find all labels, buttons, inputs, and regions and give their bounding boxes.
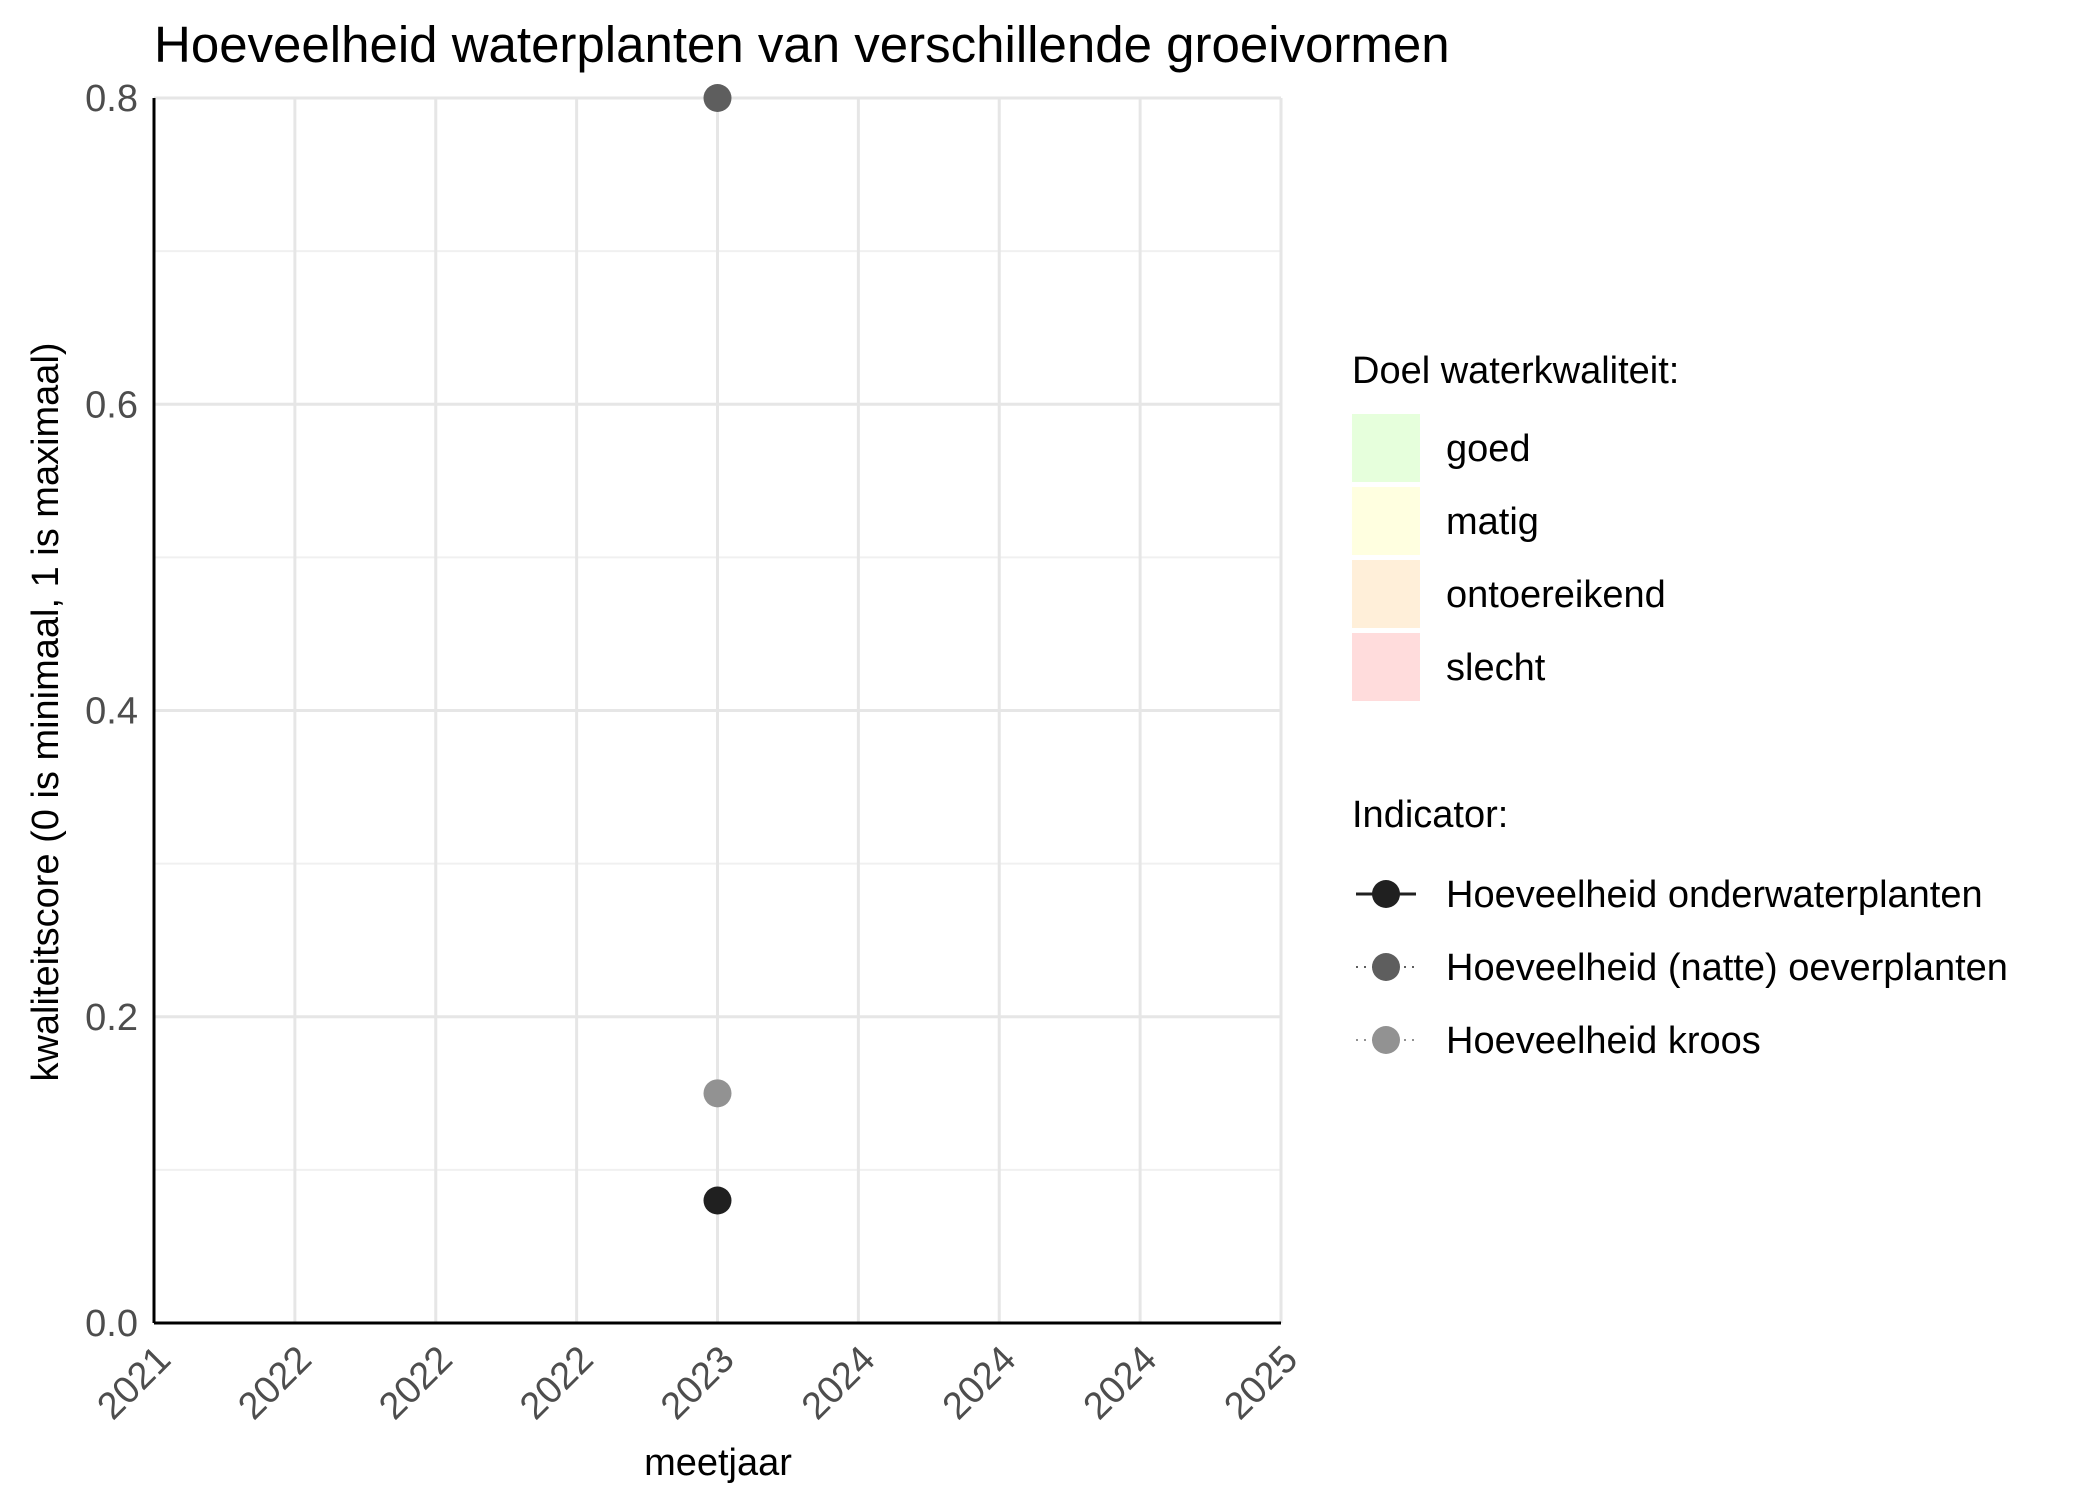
data-point — [703, 1079, 732, 1108]
quality-legend-swatch — [1352, 560, 1420, 628]
y-tick-label: 0.2 — [85, 997, 138, 1039]
indicator-legend: Indicator: Hoeveelheid onderwaterplanten… — [1352, 794, 2008, 1062]
y-tick-label: 0.0 — [85, 1303, 138, 1345]
x-tick-label: 2024 — [1076, 1338, 1165, 1427]
y-axis-label: kwaliteitscore (0 is minimaal, 1 is maxi… — [25, 342, 67, 1081]
x-tick-label: 2024 — [935, 1338, 1024, 1427]
quality-legend-label: ontoereikend — [1446, 574, 1666, 616]
data-points — [703, 84, 732, 1215]
indicator-legend-marker — [1372, 1026, 1400, 1054]
quality-legend-label: goed — [1446, 428, 1531, 470]
indicator-legend-marker — [1372, 953, 1400, 981]
x-tick-label: 2023 — [653, 1338, 742, 1427]
data-point — [703, 1186, 732, 1215]
y-tick-labels: 0.0 0.2 0.4 0.6 0.8 — [85, 78, 138, 1345]
y-tick-label: 0.6 — [85, 384, 138, 426]
quality-legend-swatch — [1352, 633, 1420, 701]
indicator-legend-label: Hoeveelheid (natte) oeverplanten — [1446, 947, 2008, 989]
y-tick-label: 0.4 — [85, 691, 138, 733]
x-tick-label: 2022 — [371, 1338, 460, 1427]
x-tick-label: 2022 — [512, 1338, 601, 1427]
indicator-legend-label: Hoeveelheid kroos — [1446, 1020, 1761, 1062]
x-tick-label: 2025 — [1217, 1338, 1306, 1427]
quality-legend-title: Doel waterkwaliteit: — [1352, 350, 1679, 392]
indicator-legend-label: Hoeveelheid onderwaterplanten — [1446, 874, 1983, 916]
quality-legend-label: slecht — [1446, 647, 1546, 689]
axes — [152, 98, 1281, 1325]
x-tick-labels: 2021 2022 2022 2022 2023 2024 2024 2024 2025 — [90, 1338, 1306, 1427]
quality-legend-swatch — [1352, 487, 1420, 555]
grid — [152, 96, 1283, 1325]
x-tick-label: 2024 — [794, 1338, 883, 1427]
indicator-legend-title: Indicator: — [1352, 794, 1508, 836]
data-point — [703, 84, 732, 112]
x-axis-label: meetjaar — [644, 1442, 792, 1484]
y-tick-label: 0.8 — [85, 78, 138, 120]
quality-legend-label: matig — [1446, 501, 1539, 543]
x-tick-label: 2021 — [90, 1338, 179, 1427]
quality-legend-swatch — [1352, 414, 1420, 482]
x-tick-label: 2022 — [230, 1338, 319, 1427]
indicator-legend-marker — [1372, 880, 1400, 908]
chart-title: Hoeveelheid waterplanten van verschillen… — [154, 16, 1450, 73]
quality-legend: Doel waterkwaliteit: goed matig ontoereike… — [1352, 350, 1679, 701]
